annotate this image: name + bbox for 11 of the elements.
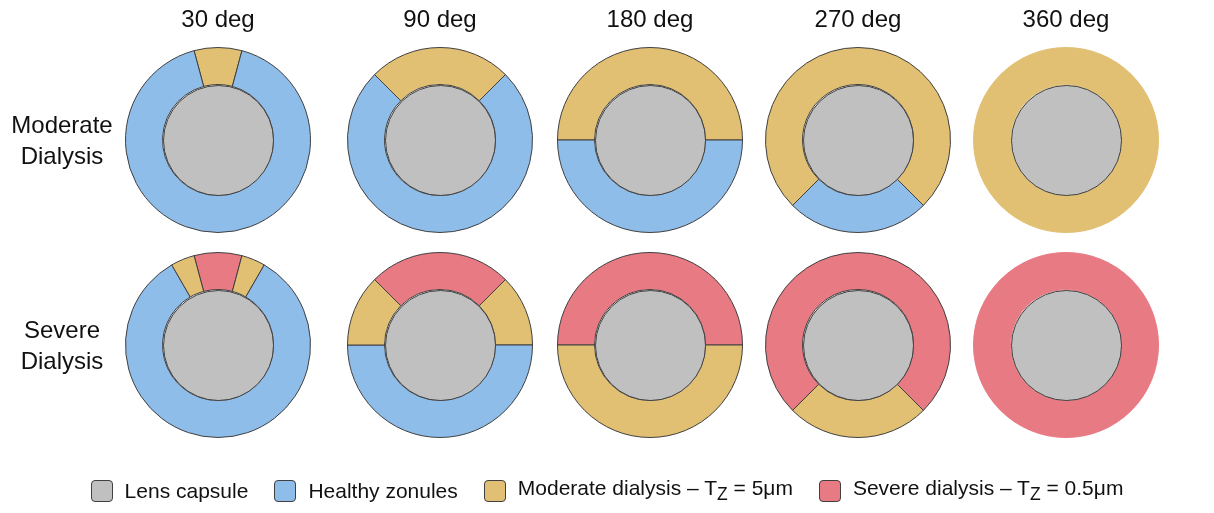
text: Moderate Dialysis: [10, 110, 114, 171]
category-label: Severe dialysis – T$_{Z}$ = 0.5μm: [852, 476, 1124, 506]
chart-title: 180 deg: [605, 5, 695, 33]
text: Severe Dialysis: [19, 315, 105, 376]
chart-title: 360 deg: [1021, 5, 1111, 33]
chart-title: 90 deg: [402, 5, 478, 33]
chart-title: 270 deg: [813, 5, 903, 33]
category-label: Moderate dialysis – T$_{Z}$ = 5μm: [517, 476, 793, 506]
category-label: Lens capsule: [124, 478, 249, 503]
chart-title: 30 deg: [180, 5, 256, 33]
category-label: Healthy zonules: [308, 478, 458, 503]
